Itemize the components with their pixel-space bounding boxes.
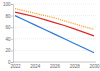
x-tick: 2030 bbox=[89, 62, 100, 69]
grid-line bbox=[13, 38, 96, 39]
y-tick-label: 20 bbox=[5, 48, 11, 53]
chart: 02040608010020222024202620282030 bbox=[0, 0, 100, 71]
y-tick-label: 100 bbox=[3, 2, 11, 7]
plot-area bbox=[15, 9, 94, 53]
y-tick-label: 40 bbox=[5, 37, 11, 42]
x-tick: 2022 bbox=[10, 62, 21, 69]
x-tick-label: 2026 bbox=[50, 64, 61, 69]
x-tick-label: 2030 bbox=[89, 64, 100, 69]
grid-line bbox=[13, 15, 96, 16]
x-tick-label: 2022 bbox=[10, 64, 21, 69]
y-tick-mark bbox=[11, 39, 13, 40]
y-tick-mark bbox=[11, 50, 13, 51]
y-tick: 20 bbox=[5, 48, 13, 53]
grid bbox=[13, 4, 96, 62]
y-tick: 80 bbox=[5, 14, 13, 19]
y-tick-mark bbox=[11, 4, 13, 5]
y-tick-label: 60 bbox=[5, 25, 11, 30]
x-tick-label: 2028 bbox=[70, 64, 81, 69]
x-axis: 2022 2024 2026 2028 2030 bbox=[10, 62, 100, 69]
y-tick-mark bbox=[11, 27, 13, 28]
y-tick: 60 bbox=[5, 25, 13, 30]
y-tick: 40 bbox=[5, 37, 13, 42]
x-tick-label: 2024 bbox=[30, 64, 41, 69]
y-tick: 100 bbox=[3, 2, 13, 7]
x-axis-line bbox=[13, 62, 96, 63]
x-tick: 2024 bbox=[30, 62, 41, 69]
series-line bbox=[15, 9, 94, 30]
grid-line bbox=[13, 62, 96, 63]
x-tick: 2028 bbox=[70, 62, 81, 69]
y-tick-label: 80 bbox=[5, 14, 11, 19]
y-tick-mark bbox=[11, 16, 13, 17]
series-line bbox=[15, 12, 94, 36]
x-tick: 2026 bbox=[50, 62, 61, 69]
grid-line bbox=[13, 50, 96, 51]
y-axis: 020406080100 bbox=[3, 2, 14, 65]
series-line bbox=[15, 16, 94, 53]
y-axis-line bbox=[11, 5, 14, 63]
grid-line bbox=[13, 4, 96, 5]
